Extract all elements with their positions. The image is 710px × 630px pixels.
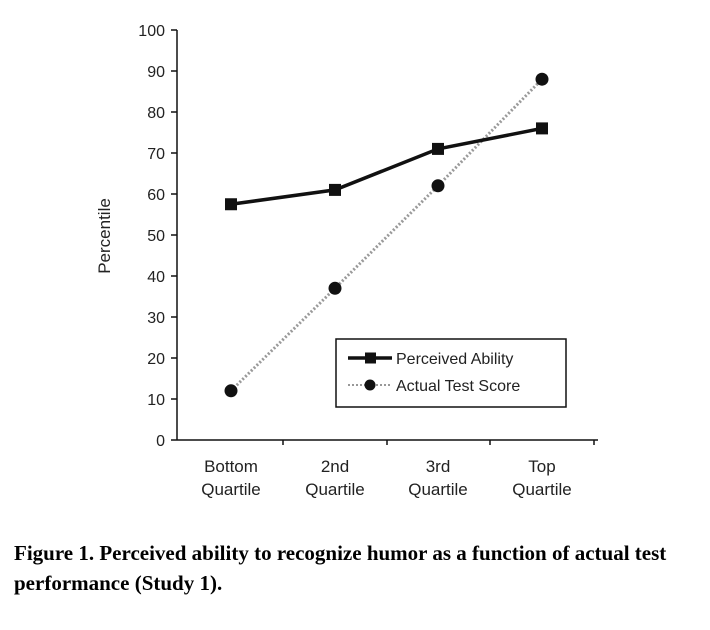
x-axis: Bottom Quartile 2nd Quartile 3rd Quartile Top Q… bbox=[177, 439, 598, 499]
series-line bbox=[229, 78, 544, 392]
y-tick-label: 40 bbox=[147, 269, 165, 286]
legend-marker bbox=[364, 379, 376, 391]
y-tick-label: 100 bbox=[138, 23, 165, 40]
series-line bbox=[230, 126, 543, 206]
y-tick-label: 0 bbox=[156, 433, 165, 450]
y-tick-label: 70 bbox=[147, 146, 165, 163]
x-category-label: Top Quartile bbox=[512, 457, 572, 499]
legend-label: Actual Test Score bbox=[396, 378, 520, 395]
y-tick-label: 60 bbox=[147, 187, 165, 204]
data-point bbox=[225, 198, 237, 211]
line-chart: 0 10 20 30 40 50 60 70 80 90 100 Bottom Quartile 2nd… bbox=[95, 23, 598, 499]
series-actual-test-score bbox=[224, 72, 549, 398]
x-category-label: 3rd Quartile bbox=[408, 457, 468, 499]
legend-label: Perceived Ability bbox=[396, 351, 513, 368]
data-point bbox=[431, 179, 445, 193]
y-tick-label: 90 bbox=[147, 64, 165, 81]
series-layer bbox=[224, 72, 549, 398]
x-category-label: 2nd Quartile bbox=[305, 457, 365, 499]
y-tick-label: 80 bbox=[147, 105, 165, 122]
series-perceived-ability bbox=[225, 122, 548, 211]
data-point bbox=[432, 142, 444, 155]
legend-marker bbox=[365, 352, 376, 364]
legend-box bbox=[335, 338, 567, 408]
x-category-label: Bottom Quartile bbox=[201, 457, 261, 499]
data-point bbox=[224, 384, 238, 398]
data-point bbox=[536, 122, 548, 135]
data-point bbox=[328, 281, 342, 295]
y-tick-label: 50 bbox=[147, 228, 165, 245]
figure-caption: Figure 1. Perceived ability to recognize… bbox=[14, 541, 667, 595]
y-axis: 0 10 20 30 40 50 60 70 80 90 100 bbox=[138, 23, 178, 450]
y-tick-label: 30 bbox=[147, 310, 165, 327]
data-point bbox=[329, 183, 341, 196]
data-point bbox=[535, 72, 549, 86]
y-tick-label: 20 bbox=[147, 351, 165, 368]
legend: Perceived Ability Actual Test Score bbox=[335, 338, 567, 408]
y-axis-title: Percentile bbox=[95, 198, 114, 274]
y-tick-label: 10 bbox=[147, 392, 165, 409]
